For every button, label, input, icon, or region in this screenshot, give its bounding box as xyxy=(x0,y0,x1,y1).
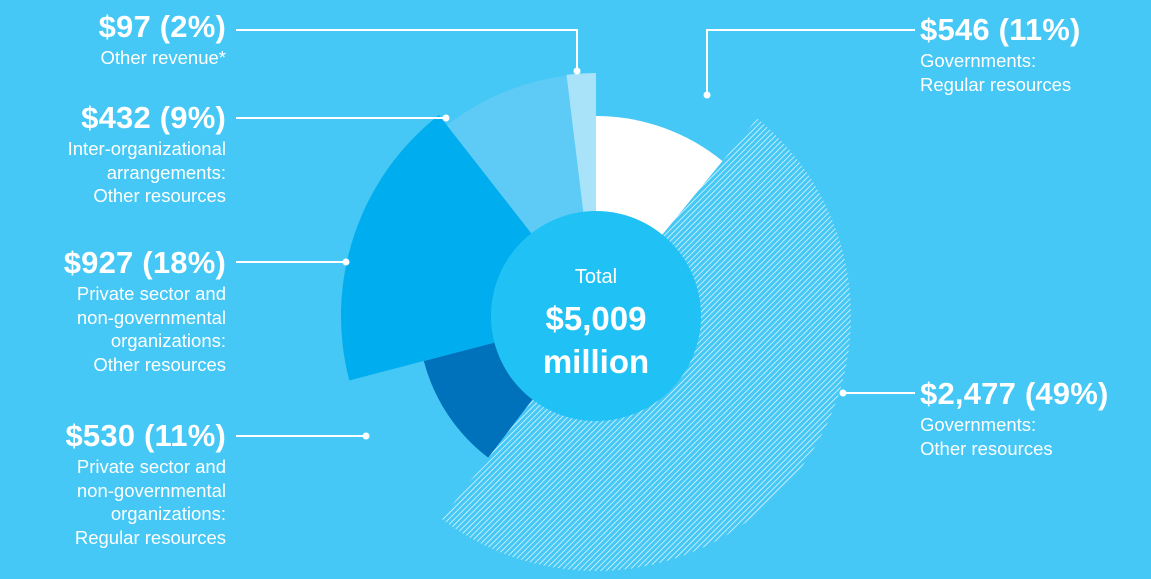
leader-line-other-revenue xyxy=(236,29,578,71)
label-private-other-value: $927 (18%) xyxy=(63,245,226,280)
leader-dot-private-other xyxy=(342,258,350,266)
leader-lines xyxy=(236,29,915,440)
label-gov-regular: $546 (11%) Governments: Regular resources xyxy=(920,14,1081,96)
label-private-regular: $530 (11%) Private sector and non-governm… xyxy=(65,420,226,549)
label-private-regular-category: Private sector and non-governmental organi… xyxy=(74,456,226,548)
center-total-value: $5,009 xyxy=(545,300,647,337)
label-other-revenue-category: Other revenue* xyxy=(100,47,226,68)
leader-dot-inter-org xyxy=(442,114,450,122)
label-gov-regular-value: $546 (11%) xyxy=(920,12,1081,47)
leader-line-gov-regular xyxy=(706,29,915,95)
label-private-regular-value: $530 (11%) xyxy=(65,418,226,453)
label-other-revenue-value: $97 (2%) xyxy=(98,9,226,44)
label-inter-org-value: $432 (9%) xyxy=(81,100,226,135)
label-inter-org-category: Inter-organizational arrangements: Other r… xyxy=(67,138,226,206)
leader-dot-gov-regular xyxy=(703,91,711,99)
label-inter-org: $432 (9%) Inter-organizational arrangemen… xyxy=(68,102,226,208)
label-gov-other-value: $2,477 (49%) xyxy=(920,376,1109,411)
label-gov-regular-category: Governments: Regular resources xyxy=(920,50,1072,95)
leader-dot-other-revenue xyxy=(573,67,581,75)
label-other-revenue: $97 (2%) Other revenue* xyxy=(99,11,226,70)
center-total-label: Total xyxy=(574,266,618,288)
center-total-unit: million xyxy=(542,343,650,380)
label-gov-other-category: Governments: Other resources xyxy=(920,414,1053,459)
leader-dot-private-regular xyxy=(362,432,370,440)
leader-dot-gov-other xyxy=(839,389,847,397)
center-disc xyxy=(491,211,701,421)
label-private-other-category: Private sector and non-governmental organi… xyxy=(76,283,226,375)
label-private-other: $927 (18%) Private sector and non-governm… xyxy=(64,247,226,376)
label-gov-other: $2,477 (49%) Governments: Other resources xyxy=(920,378,1109,460)
